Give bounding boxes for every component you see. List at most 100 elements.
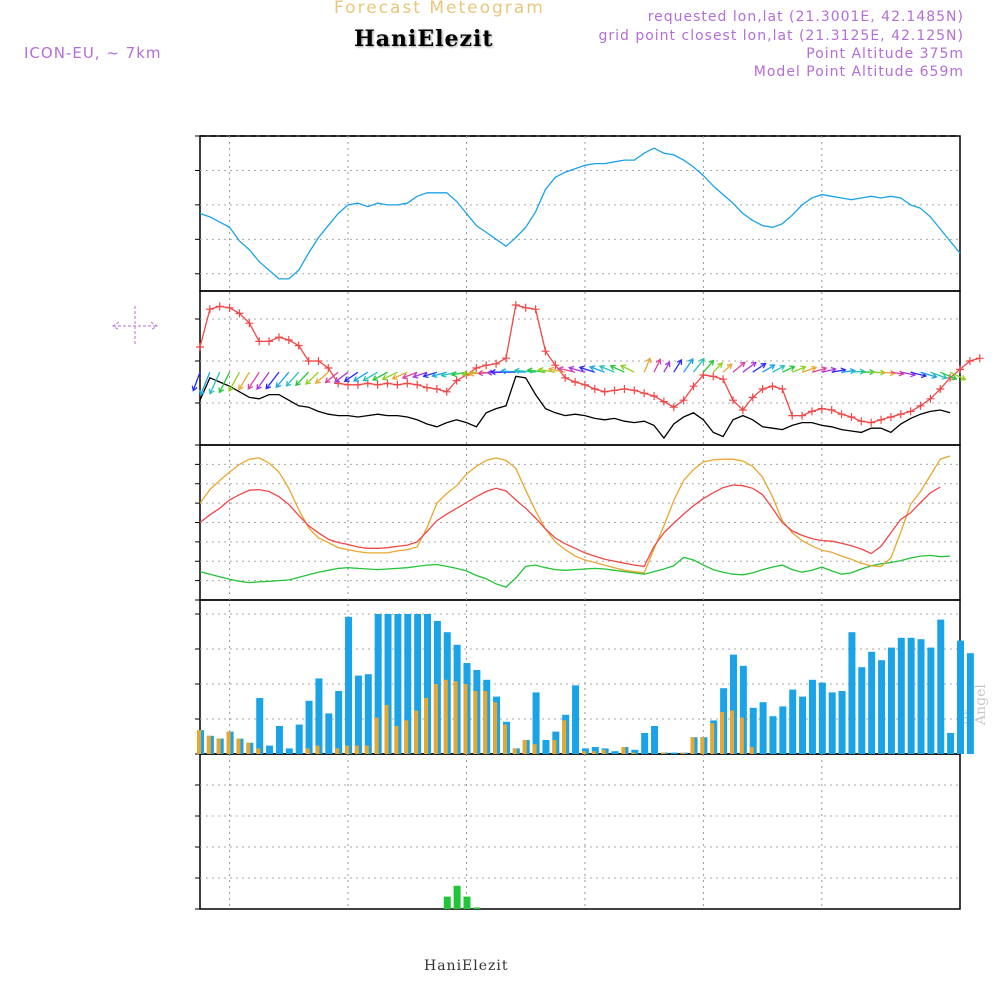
wind-direction-arrow xyxy=(527,369,546,373)
total-cloud-bar xyxy=(887,647,895,754)
wind-gust-marker xyxy=(235,309,244,318)
wind-gust-marker xyxy=(541,347,550,356)
total-cloud-bar xyxy=(611,751,619,754)
total-cloud-bar xyxy=(838,691,846,754)
wind-arrow-head xyxy=(362,375,369,382)
wind-gust-marker xyxy=(472,364,481,372)
wind-arrow-head xyxy=(526,367,533,374)
wind-direction-arrow xyxy=(930,371,947,379)
wind-arrow-head xyxy=(687,358,694,365)
low-cloud-bar xyxy=(700,737,705,754)
wind-gust-marker xyxy=(827,406,836,414)
wind-direction-arrow xyxy=(643,358,651,373)
wind-gust-marker xyxy=(788,411,797,420)
total-cloud-bar xyxy=(641,733,649,754)
wind-arrow-head xyxy=(619,364,627,371)
low-cloud-bar xyxy=(364,745,369,754)
wind-direction-arrow xyxy=(801,366,817,373)
wind-direction-arrow xyxy=(315,371,329,384)
total-cloud-bar xyxy=(789,689,797,754)
wind-gust-marker xyxy=(807,407,816,416)
wind-direction-arrow xyxy=(285,371,300,387)
wind-direction-arrow xyxy=(722,363,733,373)
wind-direction-arrow xyxy=(683,358,694,373)
point-altitude: Point Altitude 375m xyxy=(806,46,964,62)
total-cloud-bar xyxy=(897,637,905,754)
wind-arrow-head xyxy=(699,357,705,364)
wind-arrow-head xyxy=(676,358,683,365)
total-cloud-bar xyxy=(808,679,816,754)
wind-gust-marker xyxy=(413,380,422,389)
low-cloud-bar xyxy=(493,702,498,754)
low-cloud-bar xyxy=(463,684,468,754)
low-cloud-bar xyxy=(552,740,557,754)
total-cloud-bar xyxy=(937,619,945,754)
wind-direction-arrow xyxy=(372,371,388,381)
wind-direction-arrow xyxy=(501,370,526,373)
wind-gust-marker xyxy=(659,397,668,406)
wind-gust-marker xyxy=(640,389,649,398)
total-cloud-bar xyxy=(591,747,599,754)
panel-frame-1 xyxy=(199,135,961,292)
rain-bar xyxy=(463,896,471,909)
wind-arrow-head xyxy=(265,383,272,390)
total-cloud-bar xyxy=(917,639,925,754)
wind-gust-marker xyxy=(215,302,224,311)
wind-gust-marker xyxy=(492,359,501,368)
total-cloud-bar xyxy=(739,665,747,754)
wind-direction-arrow xyxy=(920,371,937,378)
total-cloud-bar xyxy=(947,733,955,754)
wind-gust-marker xyxy=(344,380,353,389)
model-name: ICON-EU, ~ 7km xyxy=(24,44,162,62)
wind-gust-marker xyxy=(709,372,718,381)
wind-direction-arrow xyxy=(692,358,705,373)
wind-arrow-head xyxy=(821,366,828,373)
wind-gust-marker xyxy=(423,383,432,392)
wind-gust-marker xyxy=(689,382,698,391)
total-cloud-bar xyxy=(404,614,412,754)
wind-arrow-head xyxy=(931,372,938,379)
wind-gust-marker xyxy=(896,410,905,419)
wind-gust-marker xyxy=(196,343,204,351)
wind-arrow-head xyxy=(779,364,786,371)
wind-direction-arrow xyxy=(402,371,418,379)
total-cloud-bar xyxy=(266,745,274,754)
low-cloud-bar xyxy=(216,738,221,754)
wind-arrow-head xyxy=(247,383,254,390)
wind-gust-marker xyxy=(620,385,629,393)
wind-arrow-head xyxy=(191,385,198,392)
wind-gust-marker xyxy=(699,371,708,379)
wind-gust-marker xyxy=(284,336,293,344)
requested-location: requested lon,lat (21.3001E, 42.1485N) xyxy=(647,9,964,25)
wind-direction-arrow xyxy=(940,371,957,380)
rain-bar xyxy=(453,885,461,909)
wind-arrow-head xyxy=(391,374,398,380)
total-cloud-bar xyxy=(364,674,372,754)
wind-direction-arrow xyxy=(663,361,671,373)
wind-direction-arrow xyxy=(732,361,746,373)
total-cloud-bar xyxy=(315,678,323,754)
station-footer: HaniElezit xyxy=(424,958,509,974)
wind-gust-marker xyxy=(314,357,323,365)
wind-arrow-head xyxy=(422,372,429,379)
low-cloud-bar xyxy=(256,748,261,754)
wind-gust-marker xyxy=(847,413,856,421)
total-cloud-bar xyxy=(424,614,432,754)
wind-gust-marker xyxy=(936,385,945,393)
low-cloud-bar xyxy=(394,726,399,754)
wind-arrow-head xyxy=(800,365,807,372)
wind-arrow-head xyxy=(461,370,468,377)
wind-gust-marker xyxy=(551,361,560,370)
model-altitude: Model Point Altitude 659m xyxy=(753,64,964,80)
wind-direction-arrow xyxy=(599,365,615,373)
total-cloud-bar xyxy=(305,700,313,754)
wind-direction-arrow xyxy=(949,371,966,381)
wind-arrow-head xyxy=(726,363,733,370)
wind-direction-arrow xyxy=(569,367,586,373)
wind-direction-arrow xyxy=(209,371,221,394)
wind-arrow-head xyxy=(489,368,496,376)
wind-direction-arrow xyxy=(334,371,349,383)
total-cloud-bar xyxy=(848,632,856,754)
low-cloud-bar xyxy=(374,717,379,754)
wind-arrow-head xyxy=(655,358,662,365)
